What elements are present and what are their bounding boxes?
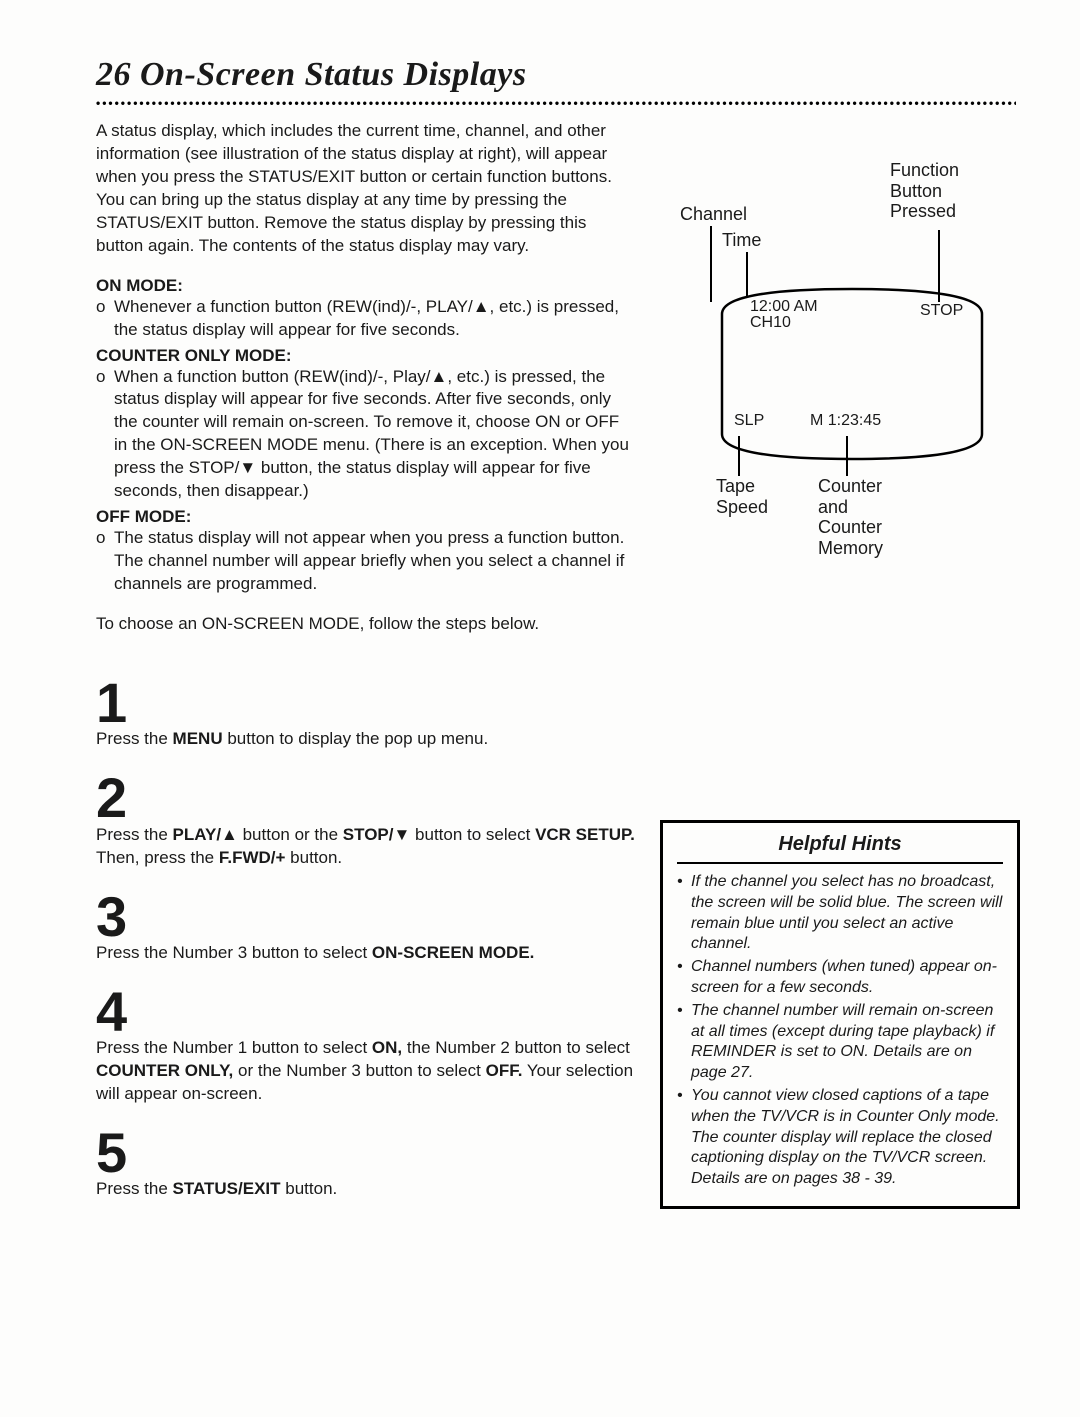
closing-line: To choose an ON-SCREEN MODE, follow the …: [96, 614, 636, 634]
status-diagram: Channel Time Function Button Pressed Tap…: [680, 154, 1020, 554]
hints-title: Helpful Hints: [677, 833, 1003, 864]
tv-slp: SLP: [734, 412, 764, 430]
step-text: Press the PLAY/▲ button or the STOP/▼ bu…: [96, 825, 635, 867]
counter-mode-bullet: o When a function button (REW(ind)/-, Pl…: [96, 366, 636, 504]
off-mode-bullet: o The status display will not appear whe…: [96, 527, 636, 596]
step-3: 3 Press the Number 3 button to select ON…: [96, 892, 636, 965]
right-column: Channel Time Function Button Pressed Tap…: [660, 120, 1020, 1223]
helpful-hints-box: Helpful Hints If the channel you select …: [660, 820, 1020, 1209]
bullet-icon: o: [96, 366, 114, 504]
counter-mode-head: COUNTER ONLY MODE:: [96, 346, 636, 366]
title-text: On-Screen Status Displays: [140, 56, 527, 93]
label-time: Time: [722, 230, 761, 251]
label-channel: Channel: [680, 204, 747, 225]
hint-item: If the channel you select has no broadca…: [677, 872, 1003, 955]
off-mode-text: The status display will not appear when …: [114, 527, 636, 596]
hint-item: You cannot view closed captions of a tap…: [677, 1086, 1003, 1190]
divider-dots: ••••••••••••••••••••••••••••••••••••••••…: [96, 96, 1016, 110]
step-2: 2 Press the PLAY/▲ button or the STOP/▼ …: [96, 773, 636, 869]
hint-item: The channel number will remain on-screen…: [677, 1001, 1003, 1084]
step-text: Press the Number 1 button to select ON, …: [96, 1038, 633, 1103]
tv-counter: M 1:23:45: [810, 412, 881, 430]
counter-mode-text: When a function button (REW(ind)/-, Play…: [114, 366, 636, 504]
off-mode-head: OFF MODE:: [96, 507, 636, 527]
on-mode-head: ON MODE:: [96, 276, 636, 296]
step-number: 3: [96, 892, 636, 942]
left-column: A status display, which includes the cur…: [96, 120, 636, 1223]
step-1: 1 Press the MENU button to display the p…: [96, 678, 636, 751]
step-number: 1: [96, 678, 636, 728]
step-5: 5 Press the STATUS/EXIT button.: [96, 1128, 636, 1201]
step-text: Press the Number 3 button to select ON-S…: [96, 943, 534, 962]
step-number: 5: [96, 1128, 636, 1178]
on-mode-text: Whenever a function button (REW(ind)/-, …: [114, 296, 636, 342]
intro-paragraph: A status display, which includes the cur…: [96, 120, 636, 258]
step-text: Press the MENU button to display the pop…: [96, 729, 488, 748]
label-tape: Tape Speed: [716, 476, 768, 517]
step-text: Press the STATUS/EXIT button.: [96, 1179, 337, 1198]
step-number: 2: [96, 773, 636, 823]
page-title: 26 On-Screen Status Displays: [96, 56, 1016, 94]
on-mode-bullet: o Whenever a function button (REW(ind)/-…: [96, 296, 636, 342]
steps-list: 1 Press the MENU button to display the p…: [96, 678, 636, 1201]
title-number: 26: [96, 56, 131, 93]
label-counter: Counter and Counter Memory: [818, 476, 883, 559]
columns: A status display, which includes the cur…: [96, 120, 1016, 1223]
step-number: 4: [96, 987, 636, 1037]
tv-stop: STOP: [920, 302, 963, 320]
hint-item: Channel numbers (when tuned) appear on-s…: [677, 957, 1003, 999]
tv-channel: CH10: [750, 314, 791, 332]
label-func: Function Button Pressed: [890, 160, 959, 222]
step-4: 4 Press the Number 1 button to select ON…: [96, 987, 636, 1106]
bullet-icon: o: [96, 296, 114, 342]
bullet-icon: o: [96, 527, 114, 596]
hints-list: If the channel you select has no broadca…: [677, 872, 1003, 1190]
